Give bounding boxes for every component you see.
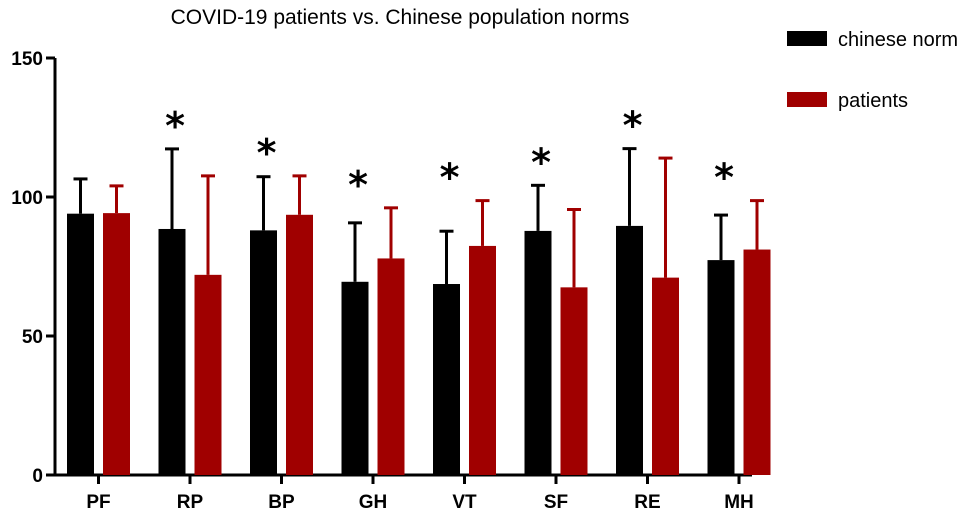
significance-star-re: *	[623, 104, 643, 148]
bar-patients-bp	[286, 214, 313, 476]
significance-star-sf: *	[531, 140, 551, 184]
significance-star-vt: *	[440, 156, 460, 200]
legend-label-patients: patients	[838, 90, 908, 112]
bar-patients-gh	[377, 258, 405, 475]
bar-chinese-norm-bp	[250, 230, 277, 475]
significance-star-rp: *	[165, 104, 185, 148]
error-bars-group	[73, 147, 764, 288]
legend-swatch-chinese-norm	[787, 31, 827, 46]
bar-chinese-norm-re	[616, 225, 643, 475]
bar-chinese-norm-mh	[707, 260, 735, 475]
x-tick-label-sf: SF	[544, 492, 568, 513]
x-tick-label-re: RE	[634, 492, 660, 513]
x-tick-label-pf: PF	[86, 492, 110, 513]
y-tick-label: 100	[11, 188, 43, 209]
significance-star-bp: *	[257, 131, 277, 175]
legend-label-chinese-norm: chinese norm	[838, 29, 958, 51]
y-tick-label: 150	[11, 49, 43, 70]
legend: chinese norm patients	[787, 29, 958, 112]
bar-chinese-norm-rp	[158, 228, 186, 475]
bars-group	[67, 213, 771, 476]
x-tick-label-bp: BP	[268, 492, 295, 513]
bar-patients-pf	[103, 213, 130, 475]
bar-patients-vt	[469, 245, 496, 475]
x-tick-label-mh: MH	[724, 492, 754, 513]
chart-title: COVID-19 patients vs. Chinese population…	[171, 6, 630, 29]
significance-markers: * * * * * * *	[165, 104, 734, 207]
bar-chinese-norm-vt	[433, 284, 460, 475]
y-tick-label: 0	[32, 466, 43, 487]
x-tick-label-gh: GH	[359, 492, 388, 513]
legend-swatch-patients	[787, 92, 827, 107]
x-tick-label-rp: RP	[177, 492, 204, 513]
bar-chinese-norm-sf	[524, 230, 552, 475]
bar-patients-sf	[560, 287, 588, 475]
bar-patients-rp	[194, 274, 222, 475]
x-tick-label-vt: VT	[452, 492, 477, 513]
bar-chinese-norm-pf	[67, 213, 94, 475]
bar-patients-mh	[743, 249, 771, 475]
significance-star-gh: *	[348, 163, 368, 207]
y-tick-label: 50	[22, 327, 43, 348]
bar-chinese-norm-gh	[341, 281, 369, 475]
significance-star-mh: *	[714, 156, 734, 200]
bar-patients-re	[652, 277, 679, 475]
